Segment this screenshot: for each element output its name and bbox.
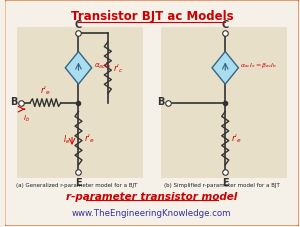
Text: (b) Simplified r-parameter model for a BJT: (b) Simplified r-parameter model for a B… (164, 182, 280, 187)
Text: www.TheEngineeringKnowledge.com: www.TheEngineeringKnowledge.com (72, 208, 232, 217)
Text: B: B (157, 97, 164, 107)
Text: $r'_c$: $r'_c$ (113, 62, 124, 75)
Text: $I_b$: $I_b$ (23, 113, 30, 123)
Text: $\alpha_{ac}I_e$: $\alpha_{ac}I_e$ (94, 60, 111, 71)
Text: $r'_e$: $r'_e$ (40, 84, 51, 97)
Text: C: C (75, 20, 82, 30)
Text: $r'_e$: $r'_e$ (84, 132, 95, 144)
Text: $I_e$: $I_e$ (62, 133, 70, 146)
FancyBboxPatch shape (161, 28, 287, 178)
Text: E: E (75, 177, 82, 187)
FancyBboxPatch shape (4, 0, 300, 227)
Text: $\alpha_{ac}I_e = \beta_{ac}I_b$: $\alpha_{ac}I_e = \beta_{ac}I_b$ (241, 61, 278, 70)
Text: Transistor BJT ac Models: Transistor BJT ac Models (70, 10, 233, 23)
Text: r-parameter transistor model: r-parameter transistor model (66, 191, 238, 201)
Text: $r'_e$: $r'_e$ (230, 132, 242, 144)
Text: C: C (222, 20, 229, 30)
Polygon shape (65, 52, 92, 85)
FancyBboxPatch shape (17, 28, 143, 178)
Polygon shape (212, 52, 239, 85)
Text: E: E (222, 177, 229, 187)
Text: B: B (11, 97, 18, 107)
Text: (a) Generalized r-parameter model for a BJT: (a) Generalized r-parameter model for a … (16, 182, 138, 187)
